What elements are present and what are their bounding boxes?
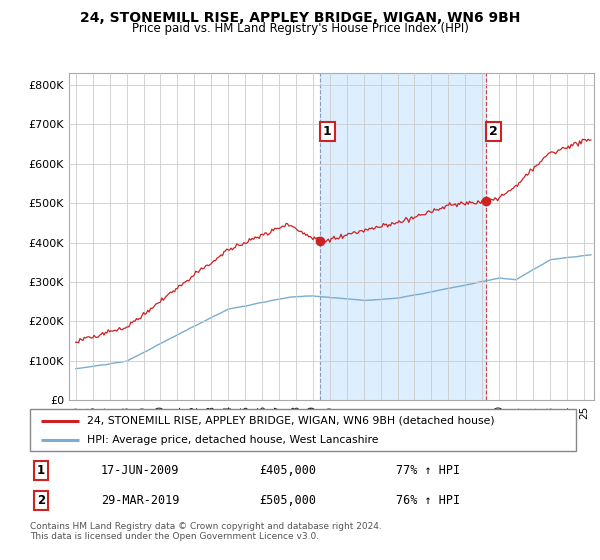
FancyBboxPatch shape <box>30 409 576 451</box>
Text: 2: 2 <box>489 125 498 138</box>
Text: 24, STONEMILL RISE, APPLEY BRIDGE, WIGAN, WN6 9BH (detached house): 24, STONEMILL RISE, APPLEY BRIDGE, WIGAN… <box>88 416 495 426</box>
Text: £405,000: £405,000 <box>259 464 316 477</box>
Text: £505,000: £505,000 <box>259 494 316 507</box>
Text: 29-MAR-2019: 29-MAR-2019 <box>101 494 179 507</box>
Text: 76% ↑ HPI: 76% ↑ HPI <box>396 494 460 507</box>
Text: Price paid vs. HM Land Registry's House Price Index (HPI): Price paid vs. HM Land Registry's House … <box>131 22 469 35</box>
Text: 24, STONEMILL RISE, APPLEY BRIDGE, WIGAN, WN6 9BH: 24, STONEMILL RISE, APPLEY BRIDGE, WIGAN… <box>80 11 520 25</box>
Text: 1: 1 <box>323 125 332 138</box>
Text: HPI: Average price, detached house, West Lancashire: HPI: Average price, detached house, West… <box>88 435 379 445</box>
Bar <box>320 73 487 400</box>
Text: Contains HM Land Registry data © Crown copyright and database right 2024.
This d: Contains HM Land Registry data © Crown c… <box>30 522 382 542</box>
Text: 77% ↑ HPI: 77% ↑ HPI <box>396 464 460 477</box>
Text: 2: 2 <box>37 494 45 507</box>
Text: 1: 1 <box>37 464 45 477</box>
Text: 17-JUN-2009: 17-JUN-2009 <box>101 464 179 477</box>
